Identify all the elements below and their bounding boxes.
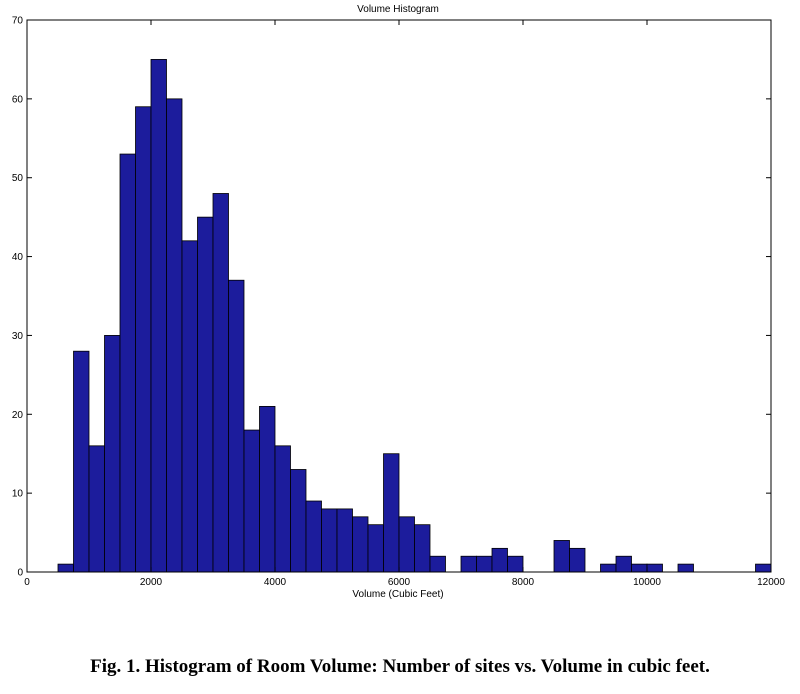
y-tick-label: 0	[17, 568, 23, 579]
histogram-bar	[197, 216, 214, 573]
x-tick-label: 4000	[264, 577, 287, 588]
histogram-bar	[460, 555, 477, 573]
histogram-bar	[274, 445, 291, 573]
histogram-bar	[305, 500, 322, 573]
histogram-bar	[631, 563, 648, 573]
histogram-bar	[615, 555, 632, 573]
histogram-bar	[476, 555, 493, 573]
histogram-bar	[228, 279, 245, 573]
y-tick-label: 50	[12, 173, 24, 184]
histogram-bar	[181, 240, 198, 573]
histogram-bar	[259, 405, 276, 573]
y-tick-label: 20	[12, 410, 24, 421]
histogram-bar	[755, 563, 772, 573]
histogram-bar	[150, 59, 167, 573]
x-tick-label: 10000	[633, 577, 661, 588]
histogram-bar	[336, 508, 353, 573]
histogram-bar	[166, 98, 183, 573]
bars-group	[57, 59, 772, 573]
figure-caption: Fig. 1. Histogram of Room Volume: Number…	[90, 656, 710, 677]
y-tick-label: 40	[12, 252, 24, 263]
histogram-bar	[429, 555, 446, 573]
histogram-bar	[57, 563, 74, 573]
y-tick-label: 70	[12, 16, 24, 27]
histogram-bar	[321, 508, 338, 573]
histogram-bar	[646, 563, 663, 573]
histogram-bar	[135, 106, 152, 573]
histogram-bar	[88, 445, 105, 573]
histogram-bar	[507, 555, 524, 573]
histogram-bar	[553, 540, 570, 573]
x-axis-ticks: 0 2000 4000 6000 8000 10000 12000	[24, 20, 785, 588]
histogram-bar	[212, 193, 229, 573]
y-tick-label: 60	[12, 94, 24, 105]
histogram-bar	[677, 563, 694, 573]
histogram-bar	[119, 153, 136, 573]
x-tick-label: 2000	[140, 577, 163, 588]
x-tick-label: 8000	[512, 577, 535, 588]
histogram-bar	[104, 335, 121, 573]
histogram-bar	[352, 516, 369, 573]
histogram-bar	[243, 429, 260, 573]
y-tick-label: 10	[12, 489, 24, 500]
y-axis-ticks: 0 10 20 30 40 50 60 70	[12, 16, 771, 579]
x-tick-label: 12000	[757, 577, 785, 588]
x-tick-label: 0	[24, 577, 30, 588]
chart-title: Volume Histogram	[357, 4, 439, 15]
x-axis-label: Volume (Cubic Feet)	[352, 589, 443, 600]
histogram-bar	[414, 524, 431, 573]
histogram-bar	[290, 469, 307, 573]
histogram-bar	[73, 350, 90, 573]
y-tick-label: 30	[12, 331, 24, 342]
histogram-bar	[491, 547, 508, 573]
histogram-bar	[569, 547, 586, 573]
histogram-bar	[383, 453, 400, 573]
histogram-bar	[600, 563, 617, 573]
x-tick-label: 6000	[388, 577, 411, 588]
histogram-bar	[398, 516, 415, 573]
histogram-bar	[367, 524, 384, 573]
